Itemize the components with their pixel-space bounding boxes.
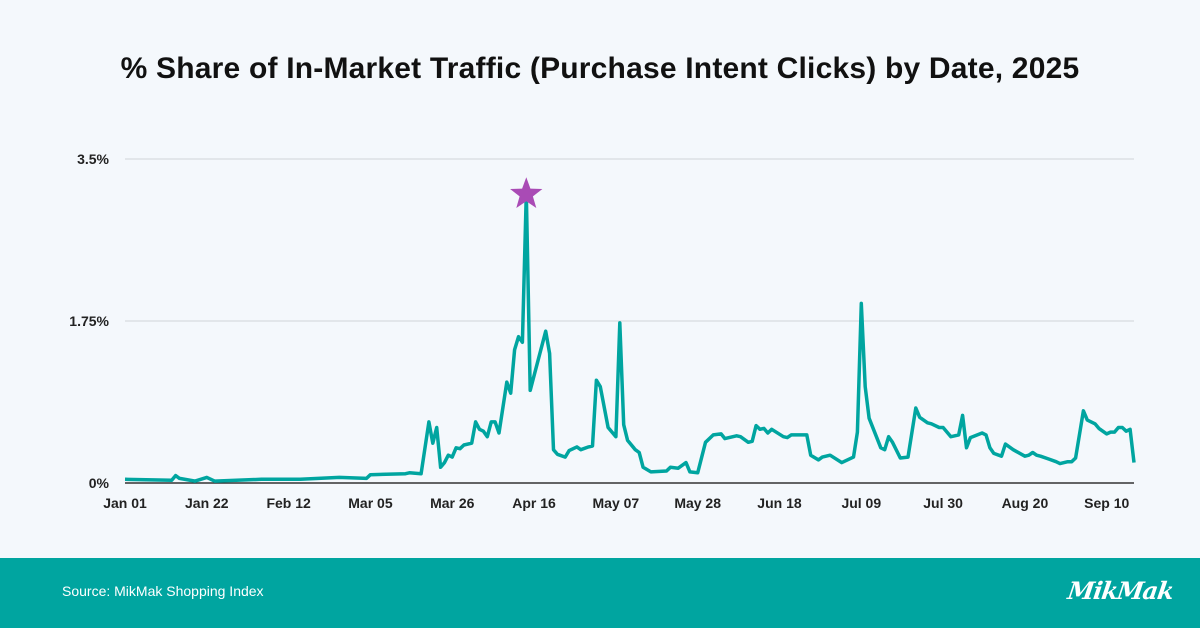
x-tick-label: Jul 30 <box>923 495 963 511</box>
x-tick-label: Sep 10 <box>1084 495 1129 511</box>
mikmak-logo: MikMak <box>1065 576 1176 605</box>
x-tick-label: May 07 <box>593 495 640 511</box>
x-tick-label: Apr 16 <box>512 495 556 511</box>
x-tick-label: May 28 <box>674 495 721 511</box>
x-tick-label: Aug 20 <box>1002 495 1049 511</box>
footer-bar: Source: MikMak Shopping Index MikMak <box>0 558 1200 628</box>
x-tick-label: Jun 18 <box>757 495 802 511</box>
y-tick-label: 1.75% <box>69 313 109 329</box>
source-note: Source: MikMak Shopping Index <box>62 583 264 599</box>
y-tick-label: 0% <box>89 475 110 491</box>
y-tick-label: 3.5% <box>77 151 109 167</box>
x-tick-label: Jul 09 <box>841 495 881 511</box>
series-line <box>124 191 1136 483</box>
x-tick-label: Feb 12 <box>266 495 311 511</box>
line-chart: 0% 1.75% 3.5% Jan 01 Jan 22 Feb 12 Mar 05 Mar 2… <box>69 151 1136 511</box>
x-tick-label: Mar 05 <box>348 495 393 511</box>
x-tick-label: Jan 22 <box>185 495 229 511</box>
chart-title: % Share of In-Market Traffic (Purchase I… <box>120 52 1080 85</box>
x-tick-label: Mar 26 <box>430 495 475 511</box>
peak-star-icon <box>510 177 543 208</box>
x-tick-label: Jan 01 <box>103 495 147 511</box>
